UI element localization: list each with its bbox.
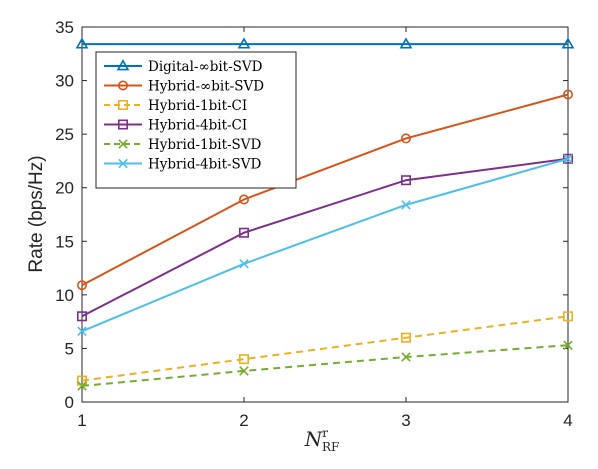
legend: Digital-∞bit-SVD Hybrid-∞bit-SVD Hybrid-1b… — [95, 51, 297, 189]
x-tick-label: 2 — [239, 411, 248, 430]
data-point — [239, 366, 249, 376]
legend-entry: Hybrid-4bit-SVD — [104, 156, 262, 172]
data-point — [562, 311, 573, 322]
series-line — [81, 344, 569, 387]
data-point — [561, 37, 575, 49]
y-tick-label: 15 — [55, 232, 74, 251]
series-5 — [77, 154, 573, 337]
data-point — [77, 311, 88, 322]
y-axis-ticks: 0 5 10 15 20 25 30 35 — [55, 18, 568, 412]
legend-marker — [118, 119, 129, 130]
legend-label: Hybrid-∞bit-SVD — [148, 78, 264, 94]
x-label-base: N — [304, 427, 324, 451]
x-label-superscript: r — [322, 426, 328, 440]
y-tick-label: 10 — [55, 286, 74, 305]
legend-label: Hybrid-1bit-SVD — [148, 137, 262, 153]
x-axis-ticks: 1 2 3 4 — [77, 27, 573, 430]
legend-marker — [118, 158, 128, 169]
data-point — [563, 154, 573, 164]
data-point — [77, 280, 88, 291]
legend-marker — [118, 139, 128, 149]
data-point — [562, 89, 573, 100]
data-point — [401, 200, 411, 210]
data-point — [563, 340, 573, 350]
legend-label: Hybrid-4bit-SVD — [148, 156, 262, 172]
x-axis-label: Nr RF — [304, 426, 340, 454]
data-point — [239, 194, 250, 205]
legend-label: Hybrid-4bit-CI — [148, 117, 247, 133]
series-line — [81, 157, 569, 318]
data-point — [401, 352, 411, 362]
x-tick-label: 1 — [77, 411, 86, 430]
y-tick-label: 30 — [55, 72, 74, 91]
series-line — [81, 93, 569, 287]
data-point — [400, 332, 411, 343]
series-3 — [77, 153, 573, 322]
y-tick-label: 25 — [55, 125, 74, 144]
data-point — [399, 37, 413, 49]
series-0 — [75, 37, 575, 49]
legend-entry: Digital-∞bit-SVD — [104, 59, 263, 75]
x-label-subscript: RF — [322, 440, 339, 454]
series-1 — [77, 89, 573, 291]
data-point — [562, 153, 573, 164]
data-point — [237, 37, 251, 49]
data-point — [239, 259, 249, 269]
y-tick-label: 0 — [65, 393, 74, 412]
legend-box — [95, 51, 297, 189]
y-axis-label: Rate (bps/Hz) — [26, 155, 47, 272]
data-point — [239, 354, 250, 365]
legend-entry: Hybrid-1bit-SVD — [104, 137, 262, 153]
data-point — [77, 381, 87, 391]
legend-marker — [118, 100, 129, 111]
data-point — [400, 133, 411, 144]
series-2 — [77, 311, 573, 386]
series-layer — [75, 37, 575, 391]
legend-marker — [118, 80, 129, 91]
legend-label: Hybrid-1bit-CI — [148, 98, 247, 114]
data-point — [75, 37, 89, 49]
y-tick-label: 20 — [55, 179, 74, 198]
series-line — [81, 315, 569, 382]
legend-entry: Hybrid-∞bit-SVD — [104, 78, 264, 94]
legend-label: Digital-∞bit-SVD — [148, 59, 263, 75]
x-tick-label: 4 — [563, 411, 572, 430]
series-line — [81, 157, 569, 333]
legend-entry: Hybrid-1bit-CI — [104, 98, 247, 114]
data-point — [77, 326, 87, 337]
series-4 — [77, 340, 573, 391]
data-point — [239, 227, 250, 238]
y-tick-label: 5 — [65, 339, 74, 358]
data-point — [400, 175, 411, 186]
data-point — [77, 375, 88, 386]
legend-entry: Hybrid-4bit-CI — [104, 117, 247, 133]
x-tick-label: 3 — [401, 411, 410, 430]
legend-marker — [116, 59, 130, 71]
y-tick-label: 35 — [55, 18, 74, 37]
